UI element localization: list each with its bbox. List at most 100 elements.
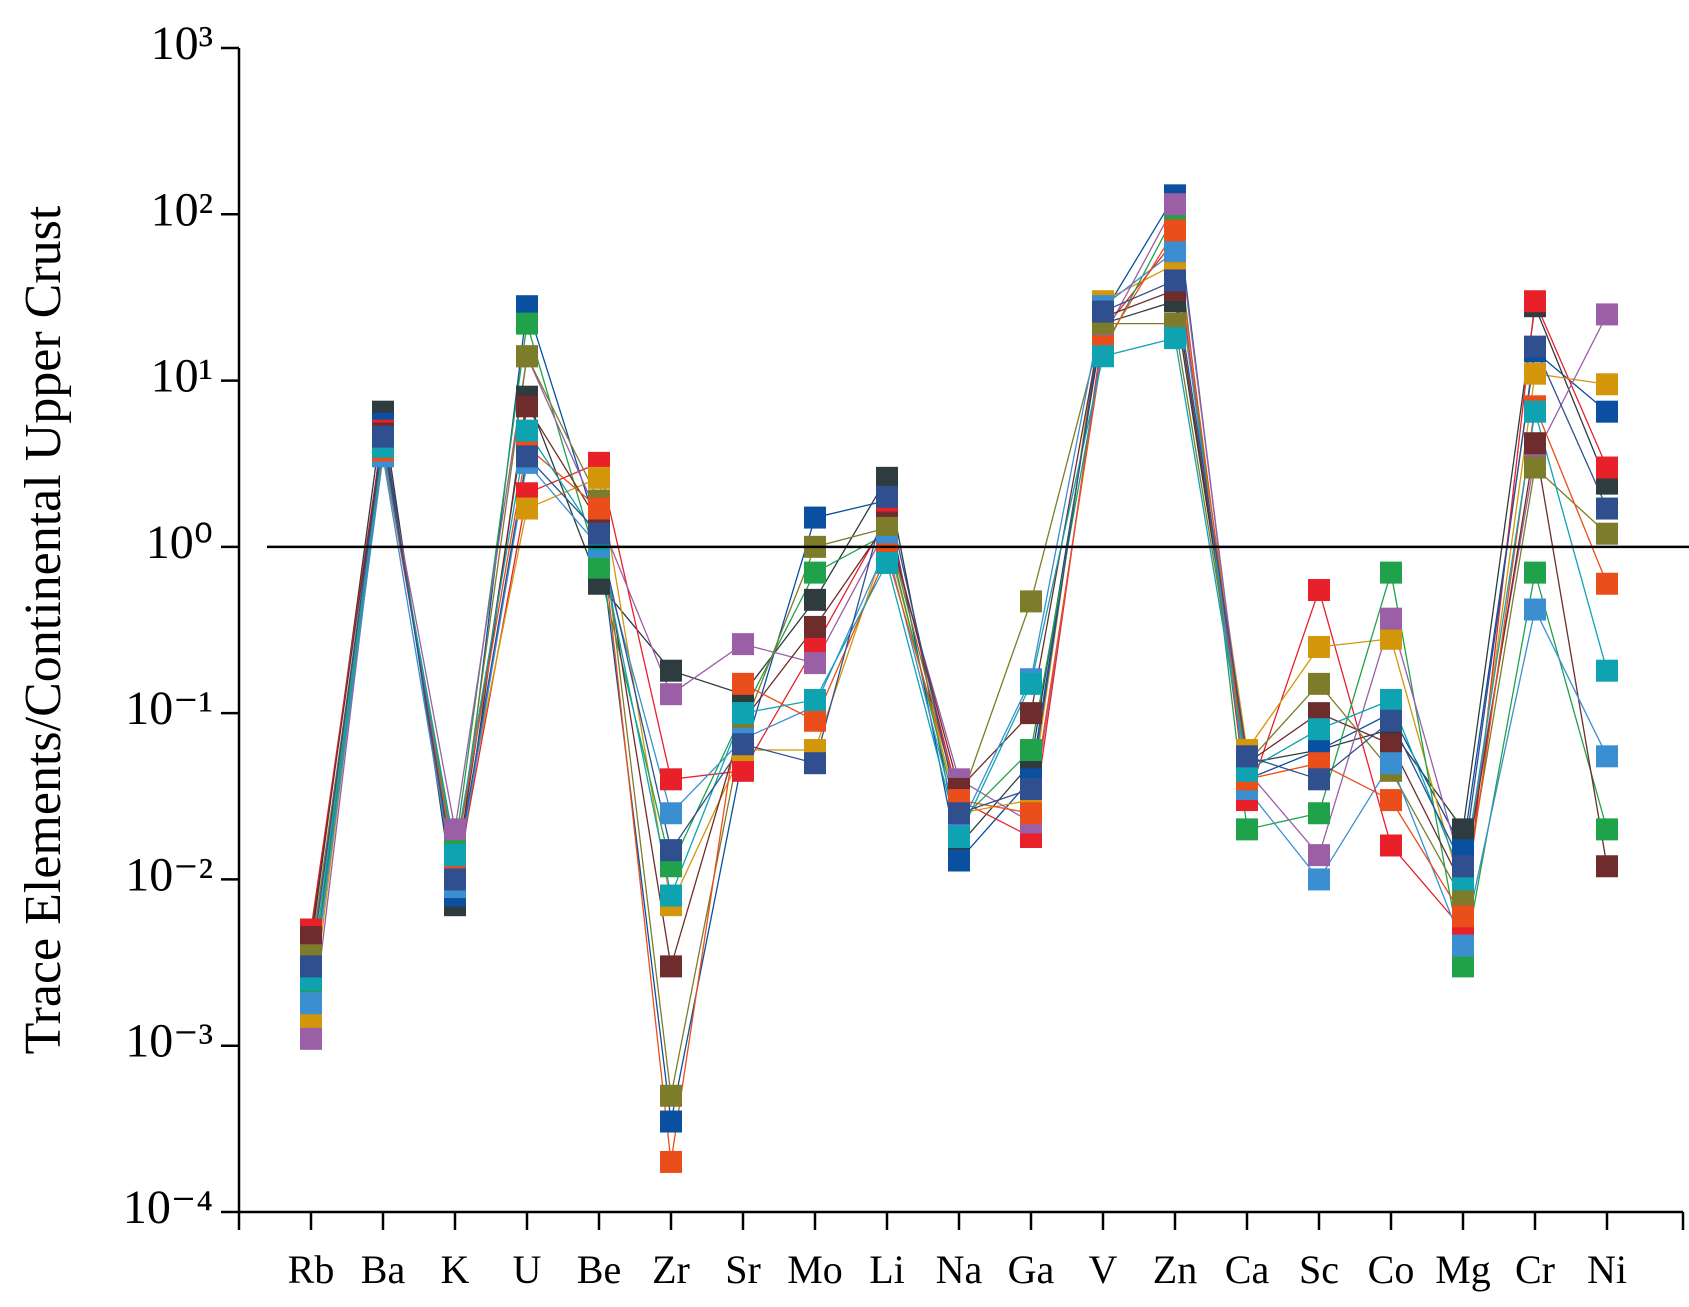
data-marker xyxy=(1596,659,1618,682)
data-marker xyxy=(300,992,322,1015)
x-tick-label: Cr xyxy=(1515,1247,1555,1292)
data-marker xyxy=(1164,327,1186,350)
data-marker xyxy=(1020,590,1042,613)
data-marker xyxy=(876,516,898,539)
data-marker xyxy=(1020,702,1042,725)
data-marker xyxy=(300,955,322,978)
data-marker xyxy=(804,561,826,584)
data-marker xyxy=(1380,709,1402,732)
data-marker xyxy=(588,466,610,489)
x-tick-label: V xyxy=(1089,1247,1118,1292)
data-marker xyxy=(444,868,466,891)
data-marker xyxy=(1380,834,1402,857)
data-marker xyxy=(300,926,322,949)
x-tick-label: Ba xyxy=(361,1247,406,1292)
data-marker xyxy=(804,709,826,732)
series-group xyxy=(300,184,1618,1173)
data-marker xyxy=(1596,818,1618,841)
data-marker xyxy=(1380,561,1402,584)
data-marker xyxy=(660,1084,682,1107)
data-marker xyxy=(1380,733,1402,756)
data-marker xyxy=(516,395,538,418)
series-line xyxy=(310,263,1608,1022)
data-marker xyxy=(372,425,394,448)
data-marker xyxy=(1596,522,1618,545)
data-marker xyxy=(588,522,610,545)
data-marker xyxy=(1524,290,1546,313)
data-marker xyxy=(948,825,970,848)
series-line xyxy=(310,202,1608,1039)
x-tick-label: Be xyxy=(577,1247,621,1292)
data-marker xyxy=(660,955,682,978)
series-line xyxy=(310,212,1608,996)
data-marker xyxy=(660,1150,682,1173)
data-marker xyxy=(1524,456,1546,479)
data-marker xyxy=(1452,818,1474,841)
data-marker xyxy=(1020,802,1042,825)
data-marker xyxy=(1380,627,1402,650)
data-marker xyxy=(1596,572,1618,595)
y-tick-label: 10² xyxy=(151,183,213,236)
x-tick-label: Na xyxy=(936,1247,983,1292)
data-marker xyxy=(804,506,826,529)
data-marker xyxy=(1308,635,1330,658)
data-marker xyxy=(1380,752,1402,775)
data-marker xyxy=(804,688,826,711)
data-marker xyxy=(1596,400,1618,423)
data-marker xyxy=(588,556,610,579)
data-marker xyxy=(1236,818,1258,841)
x-tick-label: Ca xyxy=(1225,1247,1270,1292)
data-marker xyxy=(804,615,826,638)
data-marker xyxy=(804,652,826,675)
data-marker xyxy=(1020,739,1042,762)
data-marker xyxy=(516,295,538,318)
data-marker xyxy=(1524,432,1546,455)
data-marker xyxy=(1380,607,1402,630)
data-marker xyxy=(1452,905,1474,928)
x-tick-label: Rb xyxy=(288,1247,335,1292)
y-tick-label: 10⁻⁴ xyxy=(123,1181,213,1234)
data-marker xyxy=(1164,269,1186,292)
data-marker xyxy=(516,419,538,442)
data-marker xyxy=(1524,598,1546,621)
data-marker xyxy=(1524,362,1546,385)
data-marker xyxy=(876,551,898,574)
data-marker xyxy=(1020,777,1042,800)
data-marker xyxy=(1164,193,1186,216)
data-marker xyxy=(300,1010,322,1033)
x-tick-label: Sr xyxy=(725,1247,761,1292)
data-marker xyxy=(1380,688,1402,711)
data-marker xyxy=(732,733,754,756)
data-marker xyxy=(660,802,682,825)
series-line xyxy=(310,193,1608,1122)
y-tick-label: 10⁻¹ xyxy=(125,682,213,735)
data-marker xyxy=(804,752,826,775)
data-marker xyxy=(1308,579,1330,602)
data-marker xyxy=(660,884,682,907)
data-marker xyxy=(660,1110,682,1133)
data-marker xyxy=(1092,300,1114,323)
y-tick-label: 10¹ xyxy=(151,350,213,403)
data-marker xyxy=(588,497,610,520)
data-marker xyxy=(1308,844,1330,867)
series-line xyxy=(310,249,1608,1004)
data-marker xyxy=(1308,718,1330,741)
data-marker xyxy=(948,849,970,872)
data-marker xyxy=(444,818,466,841)
data-marker xyxy=(876,466,898,489)
data-marker xyxy=(732,672,754,695)
data-marker xyxy=(1020,672,1042,695)
series-line xyxy=(310,337,1608,980)
data-marker xyxy=(516,312,538,335)
data-marker xyxy=(1308,802,1330,825)
y-tick-label: 10⁰ xyxy=(146,516,213,569)
data-marker xyxy=(1596,373,1618,396)
data-marker xyxy=(1596,497,1618,520)
data-marker xyxy=(732,759,754,782)
series-line xyxy=(310,322,1608,1096)
data-marker xyxy=(660,659,682,682)
data-marker xyxy=(1452,955,1474,978)
x-tick-label: Ga xyxy=(1008,1247,1055,1292)
x-tick-label: Mo xyxy=(787,1247,843,1292)
y-tick-label: 10⁻³ xyxy=(125,1015,213,1068)
